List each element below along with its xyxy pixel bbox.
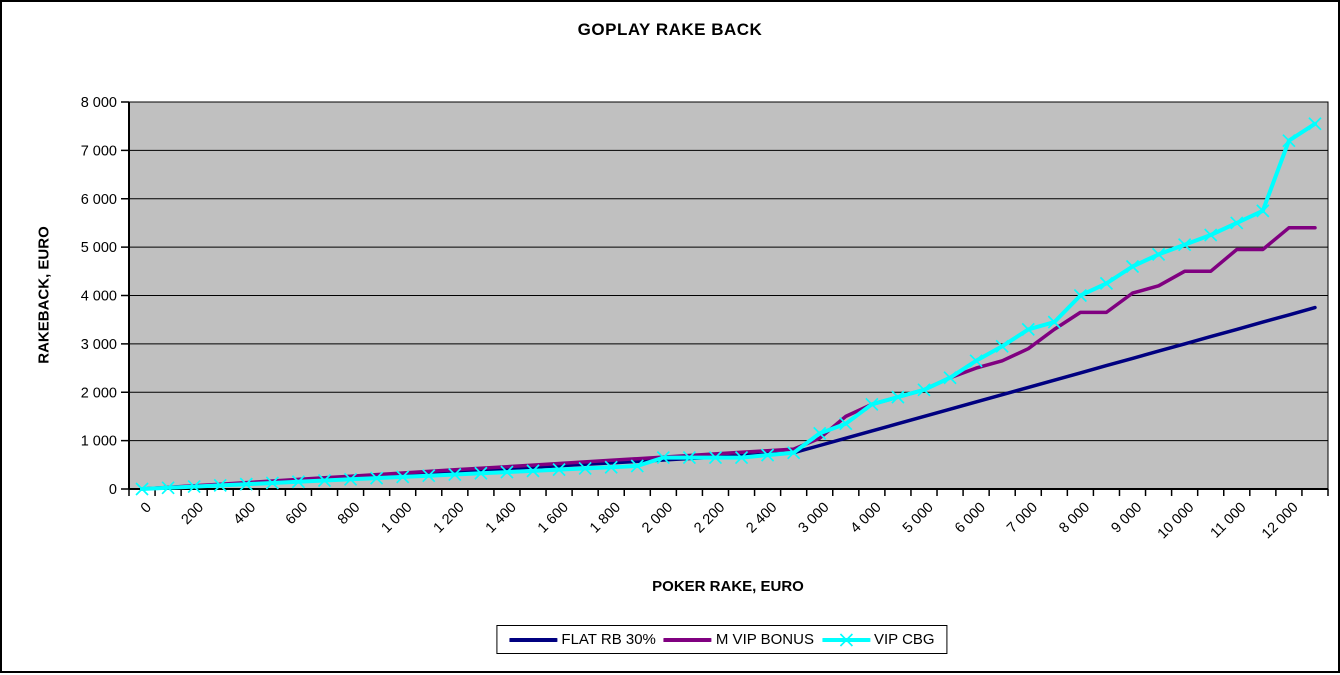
- x-tick-label: 1 400: [483, 500, 520, 537]
- legend-sample-flat-rb-30: [509, 637, 558, 642]
- series-marker-vip-cbg: [1073, 288, 1087, 303]
- x-tick-label: 3 000: [796, 500, 833, 537]
- y-tick-label: 2 000: [81, 385, 117, 401]
- series-marker-vip-cbg: [969, 354, 983, 368]
- series-marker-vip-cbg: [708, 450, 723, 465]
- series-marker-vip-cbg: [734, 450, 749, 465]
- x-tick-label: 12 000: [1259, 500, 1302, 543]
- series-marker-vip-cbg: [396, 470, 410, 484]
- y-tick-label: 6 000: [81, 192, 117, 208]
- series-marker-vip-cbg: [448, 467, 462, 482]
- series-marker-vip-cbg: [682, 450, 697, 465]
- series-marker-vip-cbg: [317, 473, 332, 488]
- series-marker-vip-cbg: [161, 481, 175, 495]
- series-marker-vip-cbg: [135, 482, 149, 496]
- y-tick-label: 1 000: [81, 434, 117, 450]
- legend: FLAT RB 30% M VIP BONUS VIP CBG: [496, 625, 948, 654]
- series-marker-vip-cbg: [943, 371, 957, 385]
- x-tick-label: 2 200: [691, 500, 728, 537]
- series-marker-vip-cbg: [213, 478, 227, 492]
- y-tick-label: 5 000: [81, 240, 117, 256]
- x-tick-label: 1 000: [379, 500, 416, 537]
- legend-item-flat-rb-30: FLAT RB 30%: [509, 631, 656, 648]
- x-tick-label: 0: [138, 500, 155, 517]
- x-tick-label: 5 000: [900, 500, 937, 537]
- series-marker-vip-cbg: [526, 464, 540, 478]
- series-marker-vip-cbg: [1204, 228, 1218, 242]
- chart-title: GOPLAY RAKE BACK: [577, 20, 763, 39]
- legend-label: M VIP BONUS: [715, 631, 814, 648]
- series-marker-vip-cbg: [578, 461, 592, 476]
- series-marker-vip-cbg: [995, 339, 1009, 353]
- series-marker-vip-cbg: [839, 417, 853, 431]
- series-marker-vip-cbg: [187, 479, 201, 494]
- series-marker-vip-cbg: [474, 466, 488, 480]
- x-tick-label: 9 000: [1108, 500, 1145, 537]
- x-tick-label: 200: [179, 500, 207, 528]
- x-tick-label: 4 000: [848, 500, 885, 537]
- legend-x-marker-icon: [839, 632, 853, 647]
- series-marker-vip-cbg: [1256, 204, 1270, 218]
- series-marker-vip-cbg: [239, 477, 253, 491]
- series-marker-vip-cbg: [1282, 134, 1296, 148]
- series-marker-vip-cbg: [787, 446, 801, 460]
- legend-label: VIP CBG: [873, 631, 935, 648]
- x-tick-label: 8 000: [1056, 500, 1093, 537]
- series-marker-vip-cbg: [1021, 322, 1035, 336]
- legend-sample-m-vip-bonus: [663, 637, 712, 642]
- x-tick-label: 2 400: [743, 500, 780, 537]
- x-tick-label: 6 000: [952, 500, 989, 537]
- legend-item-vip-cbg: VIP CBG: [821, 631, 935, 648]
- x-tick-label: 600: [283, 500, 311, 528]
- series-marker-vip-cbg: [1047, 315, 1061, 329]
- y-tick-label: 0: [109, 482, 117, 498]
- series-marker-vip-cbg: [1230, 216, 1244, 230]
- series-line-m-vip-bonus: [140, 226, 1317, 491]
- series-marker-vip-cbg: [630, 459, 644, 473]
- series-marker-vip-cbg: [1178, 238, 1192, 252]
- series-marker-vip-cbg: [1151, 247, 1166, 261]
- x-axis-title: POKER RAKE, EURO: [652, 578, 804, 595]
- series-marker-vip-cbg: [265, 476, 279, 490]
- y-tick-label: 8 000: [81, 95, 117, 111]
- x-tick-label: 1 600: [535, 500, 572, 537]
- x-tick-label: 11 000: [1208, 500, 1250, 542]
- series-marker-vip-cbg: [1308, 117, 1322, 131]
- series-marker-vip-cbg: [917, 383, 931, 397]
- series-marker-vip-cbg: [552, 463, 566, 477]
- x-tick-label: 10 000: [1155, 500, 1198, 543]
- x-tick-label: 800: [335, 500, 363, 528]
- x-tick-label: 7 000: [1004, 500, 1041, 537]
- legend-sample-vip-cbg: [821, 632, 870, 647]
- x-tick-label: 400: [231, 500, 259, 528]
- series-marker-vip-cbg: [604, 460, 618, 474]
- legend-label: FLAT RB 30%: [561, 631, 656, 648]
- series-marker-vip-cbg: [343, 472, 358, 486]
- series-marker-vip-cbg: [813, 426, 827, 440]
- series-marker-vip-cbg: [370, 471, 384, 485]
- series-marker-vip-cbg: [760, 448, 775, 462]
- x-tick-label: 1 200: [431, 500, 468, 537]
- series-marker-vip-cbg: [1099, 276, 1114, 291]
- series-marker-vip-cbg: [291, 475, 306, 489]
- series-marker-vip-cbg: [500, 465, 514, 479]
- series-marker-vip-cbg: [865, 397, 879, 411]
- y-tick-label: 3 000: [81, 337, 117, 353]
- legend-item-m-vip-bonus: M VIP BONUS: [663, 631, 814, 648]
- y-tick-label: 7 000: [81, 143, 117, 159]
- x-tick-label: 1 800: [587, 500, 624, 537]
- y-tick-label: 4 000: [81, 289, 117, 305]
- series-marker-vip-cbg: [422, 469, 436, 483]
- x-tick-label: 2 000: [639, 500, 676, 537]
- series-marker-vip-cbg: [891, 390, 905, 404]
- series-line-vip-cbg: [140, 121, 1317, 491]
- series-marker-vip-cbg: [1125, 259, 1140, 274]
- series-marker-vip-cbg: [656, 450, 670, 465]
